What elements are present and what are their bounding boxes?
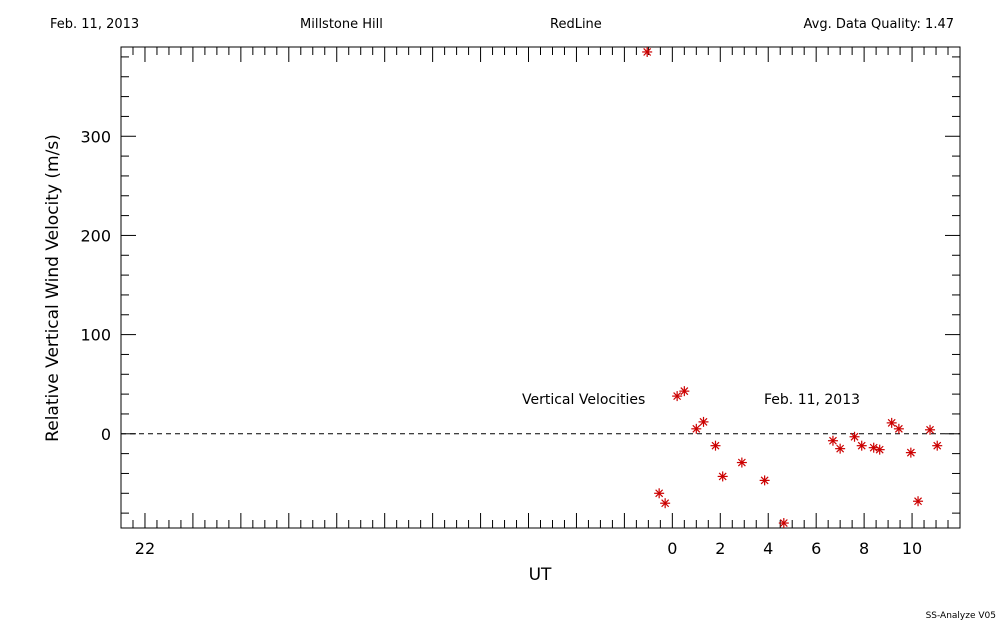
asterisk-stroke (887, 418, 896, 427)
asterisk-stroke (779, 519, 788, 528)
data-point (849, 431, 860, 442)
asterisk-stroke (857, 441, 866, 450)
annotation-date: Feb. 11, 2013 (764, 392, 860, 408)
data-point (654, 488, 665, 499)
asterisk-stroke (737, 458, 746, 467)
header-date: Feb. 11, 2013 (50, 17, 140, 32)
asterisk-stroke (643, 47, 652, 56)
plot-frame (120, 46, 961, 529)
x-tick-label: 4 (763, 539, 773, 558)
data-point (717, 471, 728, 482)
asterisk-stroke (906, 448, 915, 457)
data-point (827, 435, 838, 446)
asterisk-stroke (894, 424, 903, 433)
data-point (886, 417, 897, 428)
data-point (893, 423, 904, 434)
asterisk-stroke (680, 387, 689, 396)
asterisk-stroke (933, 441, 942, 450)
data-point (925, 424, 936, 435)
asterisk-stroke (692, 424, 701, 433)
y-tick-label: 100 (80, 326, 111, 345)
x-tick-label: 0 (667, 539, 677, 558)
header-site: Millstone Hill (300, 17, 383, 32)
data-point (691, 423, 702, 434)
data-point (932, 440, 943, 451)
x-tick-label: 6 (811, 539, 821, 558)
x-tick-label: 2 (715, 539, 725, 558)
data-point (913, 496, 924, 507)
y-tick-label: 0 (101, 425, 111, 444)
x-tick-label: 22 (135, 539, 155, 558)
x-axis-label: UT (529, 565, 552, 585)
data-points (642, 46, 943, 529)
asterisk-stroke (673, 392, 682, 401)
data-point (679, 386, 690, 397)
data-point (736, 457, 747, 468)
asterisk-stroke (699, 417, 708, 426)
asterisk-stroke (926, 425, 934, 434)
data-point (710, 440, 721, 451)
y-tick-label: 200 (80, 226, 111, 245)
asterisk-stroke (711, 441, 720, 450)
header-emission-line: RedLine (550, 17, 602, 32)
annotation-vertical-velocities: Vertical Velocities (522, 392, 645, 408)
data-point (874, 444, 885, 455)
asterisk-stroke (914, 497, 923, 506)
data-point (660, 498, 671, 509)
footer-version: SS-Analyze V05 (925, 611, 996, 621)
data-point (642, 46, 653, 57)
asterisk-stroke (760, 476, 769, 485)
asterisk-stroke (875, 445, 884, 454)
data-point (778, 518, 789, 529)
data-point (835, 443, 846, 454)
axis-ticks: 0 100 200 300 22 0 2 4 6 8 10 (80, 47, 960, 558)
data-point (698, 416, 709, 427)
y-tick-label: 300 (80, 127, 111, 146)
asterisk-stroke (850, 432, 859, 441)
asterisk-stroke (836, 444, 845, 453)
x-tick-label: 10 (902, 539, 922, 558)
data-point (672, 391, 683, 402)
asterisk-stroke (655, 489, 664, 498)
x-tick-label: 8 (859, 539, 869, 558)
y-axis-label: Relative Vertical Wind Velocity (m/s) (43, 134, 63, 442)
data-point (759, 475, 770, 486)
header-data-quality: Avg. Data Quality: 1.47 (803, 17, 954, 32)
asterisk-stroke (718, 472, 727, 481)
asterisk-stroke (828, 436, 837, 445)
data-point (856, 440, 867, 451)
asterisk-stroke (661, 499, 670, 508)
asterisk-stroke (869, 443, 878, 452)
data-point (905, 447, 916, 458)
